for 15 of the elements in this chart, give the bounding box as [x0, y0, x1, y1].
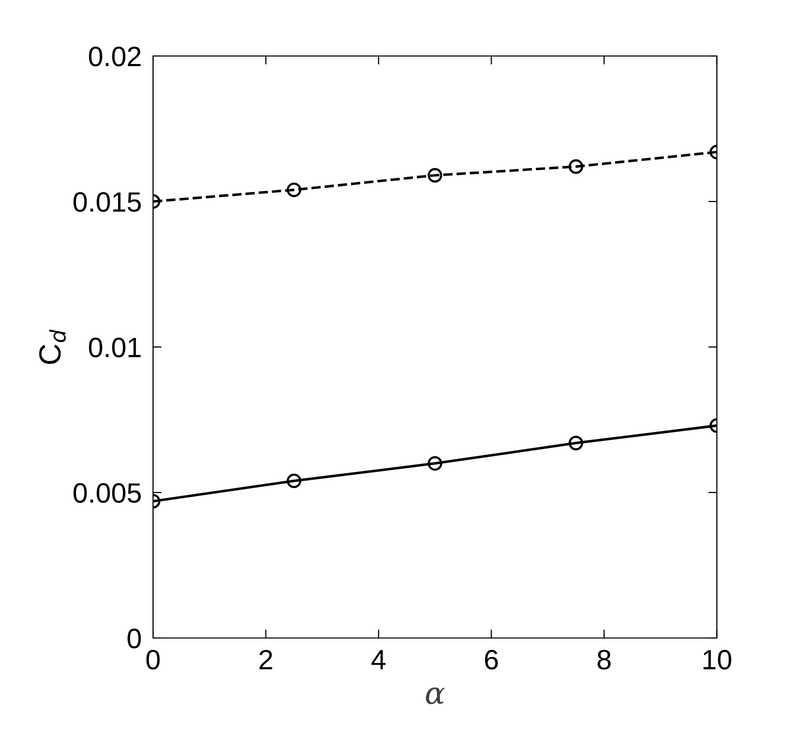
- point: [428, 456, 442, 471]
- y-tick-label: 0: [128, 628, 141, 648]
- x-tick-label: 0: [146, 650, 160, 670]
- y-tick-label: 0.015: [74, 192, 141, 212]
- y-tick-label: 0.01: [88, 338, 141, 358]
- point: [428, 168, 442, 183]
- x-tick-label: 4: [371, 650, 386, 670]
- y-tick-label: 0.005: [74, 483, 141, 503]
- y-tick-label: 0.02: [88, 46, 141, 66]
- x-tick-label: 8: [598, 650, 611, 670]
- x-axis-title: α: [426, 688, 445, 704]
- x-tick-label: 6: [485, 650, 498, 670]
- y-axis-title: C$_{d}$: [39, 329, 66, 364]
- x-tick-label: 2: [259, 650, 272, 670]
- x-tick-label: 10: [704, 650, 732, 670]
